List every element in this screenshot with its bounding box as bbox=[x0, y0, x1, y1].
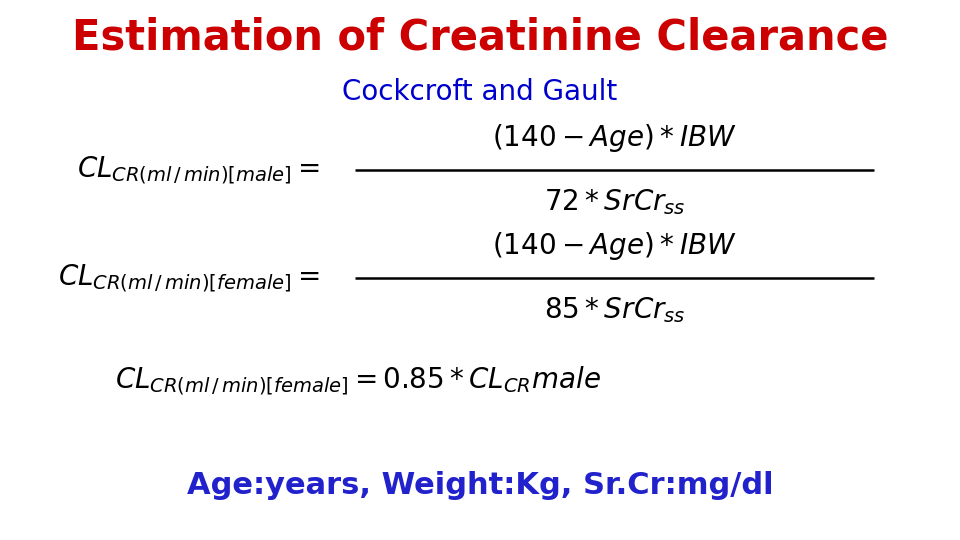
Text: $\mathit{CL}_{\mathit{CR(ml\,/\,min)[female]}}=0.85*\mathit{CL}_{\mathit{CR}}\ma: $\mathit{CL}_{\mathit{CR(ml\,/\,min)[fem… bbox=[115, 364, 601, 397]
Text: $\mathit{CL}_{\mathit{CR(ml\,/\,min)[female]}}=$: $\mathit{CL}_{\mathit{CR(ml\,/\,min)[fem… bbox=[58, 262, 319, 294]
Text: Estimation of Creatinine Clearance: Estimation of Creatinine Clearance bbox=[72, 16, 888, 58]
Text: $\mathit{72*SrCr_{ss}}$: $\mathit{72*SrCr_{ss}}$ bbox=[543, 187, 685, 218]
Text: $\mathit{CL}_{\mathit{CR(ml\,/\,min)[male]}}=$: $\mathit{CL}_{\mathit{CR(ml\,/\,min)[mal… bbox=[77, 154, 320, 186]
Text: $\mathit{85*SrCr_{ss}}$: $\mathit{85*SrCr_{ss}}$ bbox=[543, 295, 685, 326]
Text: $\mathit{(140-Age)*IBW}$: $\mathit{(140-Age)*IBW}$ bbox=[492, 230, 736, 262]
Text: $\mathit{(140-Age)*IBW}$: $\mathit{(140-Age)*IBW}$ bbox=[492, 122, 736, 154]
Text: Cockcroft and Gault: Cockcroft and Gault bbox=[343, 78, 617, 106]
Text: Age:years, Weight:Kg, Sr.Cr:mg/dl: Age:years, Weight:Kg, Sr.Cr:mg/dl bbox=[186, 471, 774, 501]
